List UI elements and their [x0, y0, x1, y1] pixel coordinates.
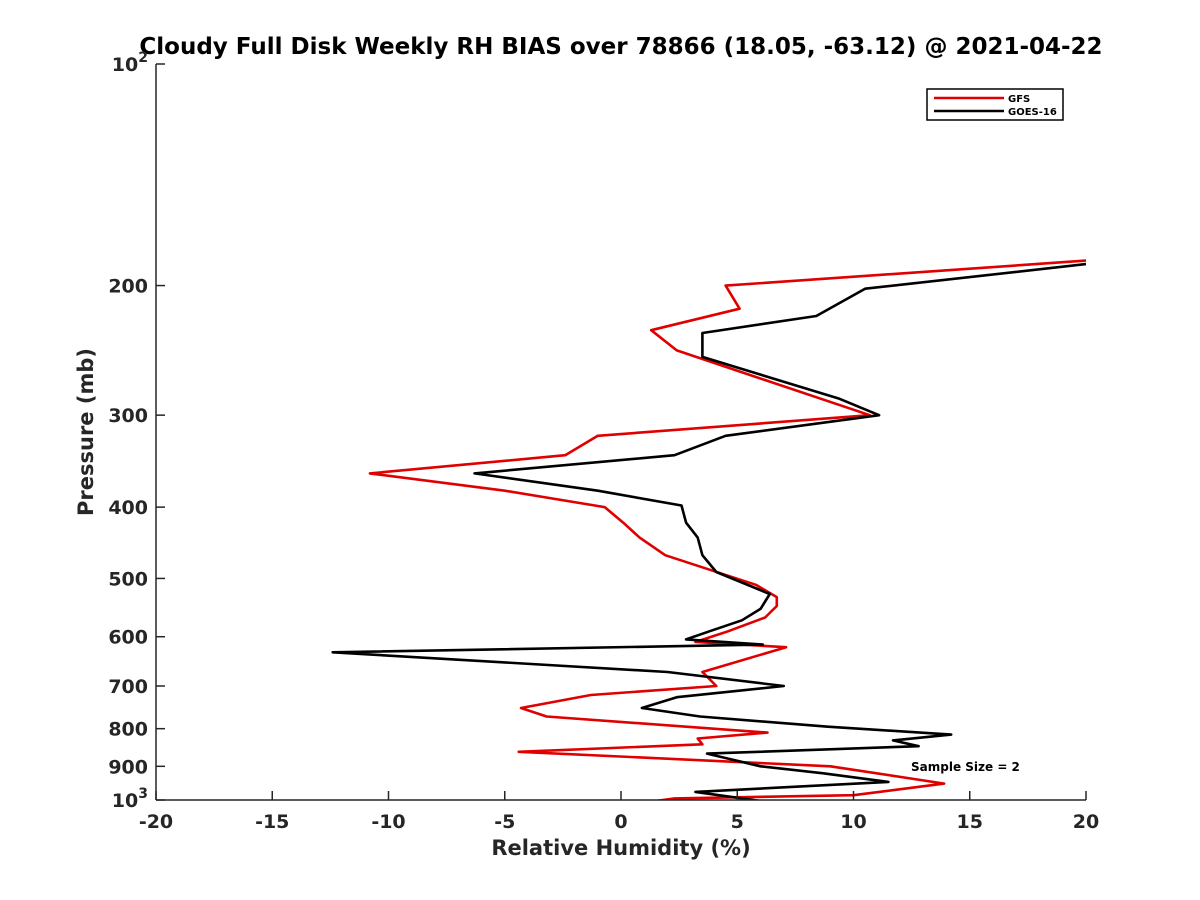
legend-label-goes-16: GOES-16	[1008, 107, 1057, 118]
x-tick-label: 20	[1073, 811, 1099, 833]
legend-label-gfs: GFS	[1008, 94, 1030, 105]
x-tick-label: 5	[731, 811, 744, 833]
y-tick-label: 102	[112, 50, 148, 76]
sample-size-annotation: Sample Size = 2	[911, 760, 1020, 774]
y-tick-label: 900	[108, 756, 148, 778]
y-tick-label: 800	[108, 719, 148, 741]
chart-title: Cloudy Full Disk Weekly RH BIAS over 788…	[139, 34, 1102, 60]
series-layer	[331, 259, 1086, 800]
y-tick-label: 103	[112, 786, 148, 812]
legend-box	[926, 88, 1064, 121]
series-line-gfs	[368, 259, 1086, 800]
y-tick-label: 600	[108, 627, 148, 649]
legend: GFS GOES-16	[926, 88, 1064, 121]
y-ticks: 102 200 300 400 500 600 700 800 900 103	[108, 50, 165, 812]
y-tick-label: 300	[108, 405, 148, 427]
x-tick-label: 0	[614, 811, 627, 833]
x-axis-label: Relative Humidity (%)	[491, 836, 750, 860]
y-axis-label: Pressure (mb)	[74, 348, 98, 516]
y-tick-label: 700	[108, 676, 148, 698]
x-tick-label: -20	[139, 811, 173, 833]
series-line-goes-16	[331, 262, 1086, 800]
y-tick-label: 500	[108, 568, 148, 590]
x-tick-label: -10	[371, 811, 405, 833]
y-tick-label: 400	[108, 497, 148, 519]
x-tick-label: -15	[255, 811, 289, 833]
x-tick-label: -5	[494, 811, 515, 833]
x-ticks: -20 -15 -10 -5 0 5 10 15 20	[139, 791, 1099, 833]
x-tick-label: 15	[957, 811, 983, 833]
y-tick-label: 200	[108, 276, 148, 298]
x-tick-label: 10	[840, 811, 866, 833]
